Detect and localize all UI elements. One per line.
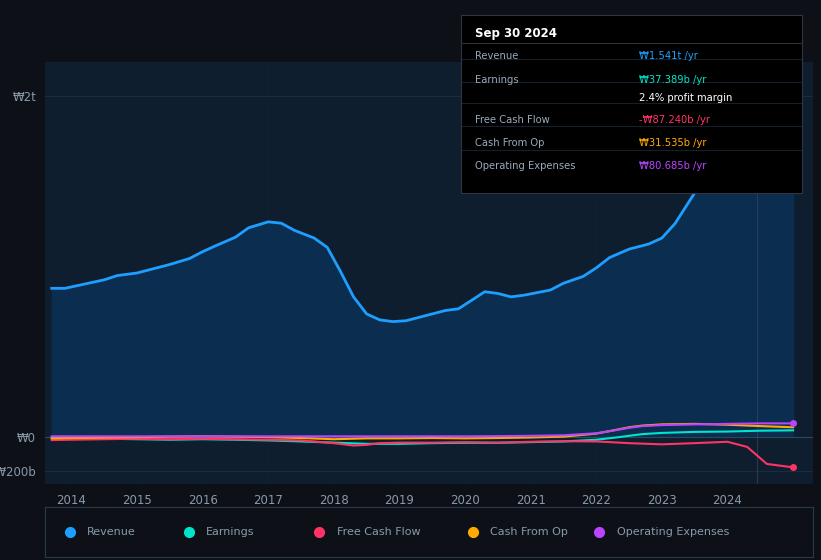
Text: Cash From Op: Cash From Op	[475, 138, 544, 148]
Text: ₩80.685b /yr: ₩80.685b /yr	[639, 161, 706, 171]
Text: ₩37.389b /yr: ₩37.389b /yr	[639, 75, 706, 85]
Text: Operating Expenses: Operating Expenses	[475, 161, 576, 171]
Text: Cash From Op: Cash From Op	[490, 527, 568, 537]
Text: ₩31.535b /yr: ₩31.535b /yr	[639, 138, 706, 148]
Text: Earnings: Earnings	[206, 527, 255, 537]
Text: Free Cash Flow: Free Cash Flow	[475, 115, 550, 125]
Text: Revenue: Revenue	[87, 527, 136, 537]
Text: Sep 30 2024: Sep 30 2024	[475, 27, 557, 40]
Text: ₩1.541t /yr: ₩1.541t /yr	[639, 51, 698, 60]
Text: Operating Expenses: Operating Expenses	[617, 527, 729, 537]
Text: Revenue: Revenue	[475, 51, 518, 60]
Text: 2.4% profit margin: 2.4% profit margin	[639, 92, 732, 102]
Text: Free Cash Flow: Free Cash Flow	[337, 527, 420, 537]
Text: Earnings: Earnings	[475, 75, 519, 85]
Text: -₩87.240b /yr: -₩87.240b /yr	[639, 115, 709, 125]
